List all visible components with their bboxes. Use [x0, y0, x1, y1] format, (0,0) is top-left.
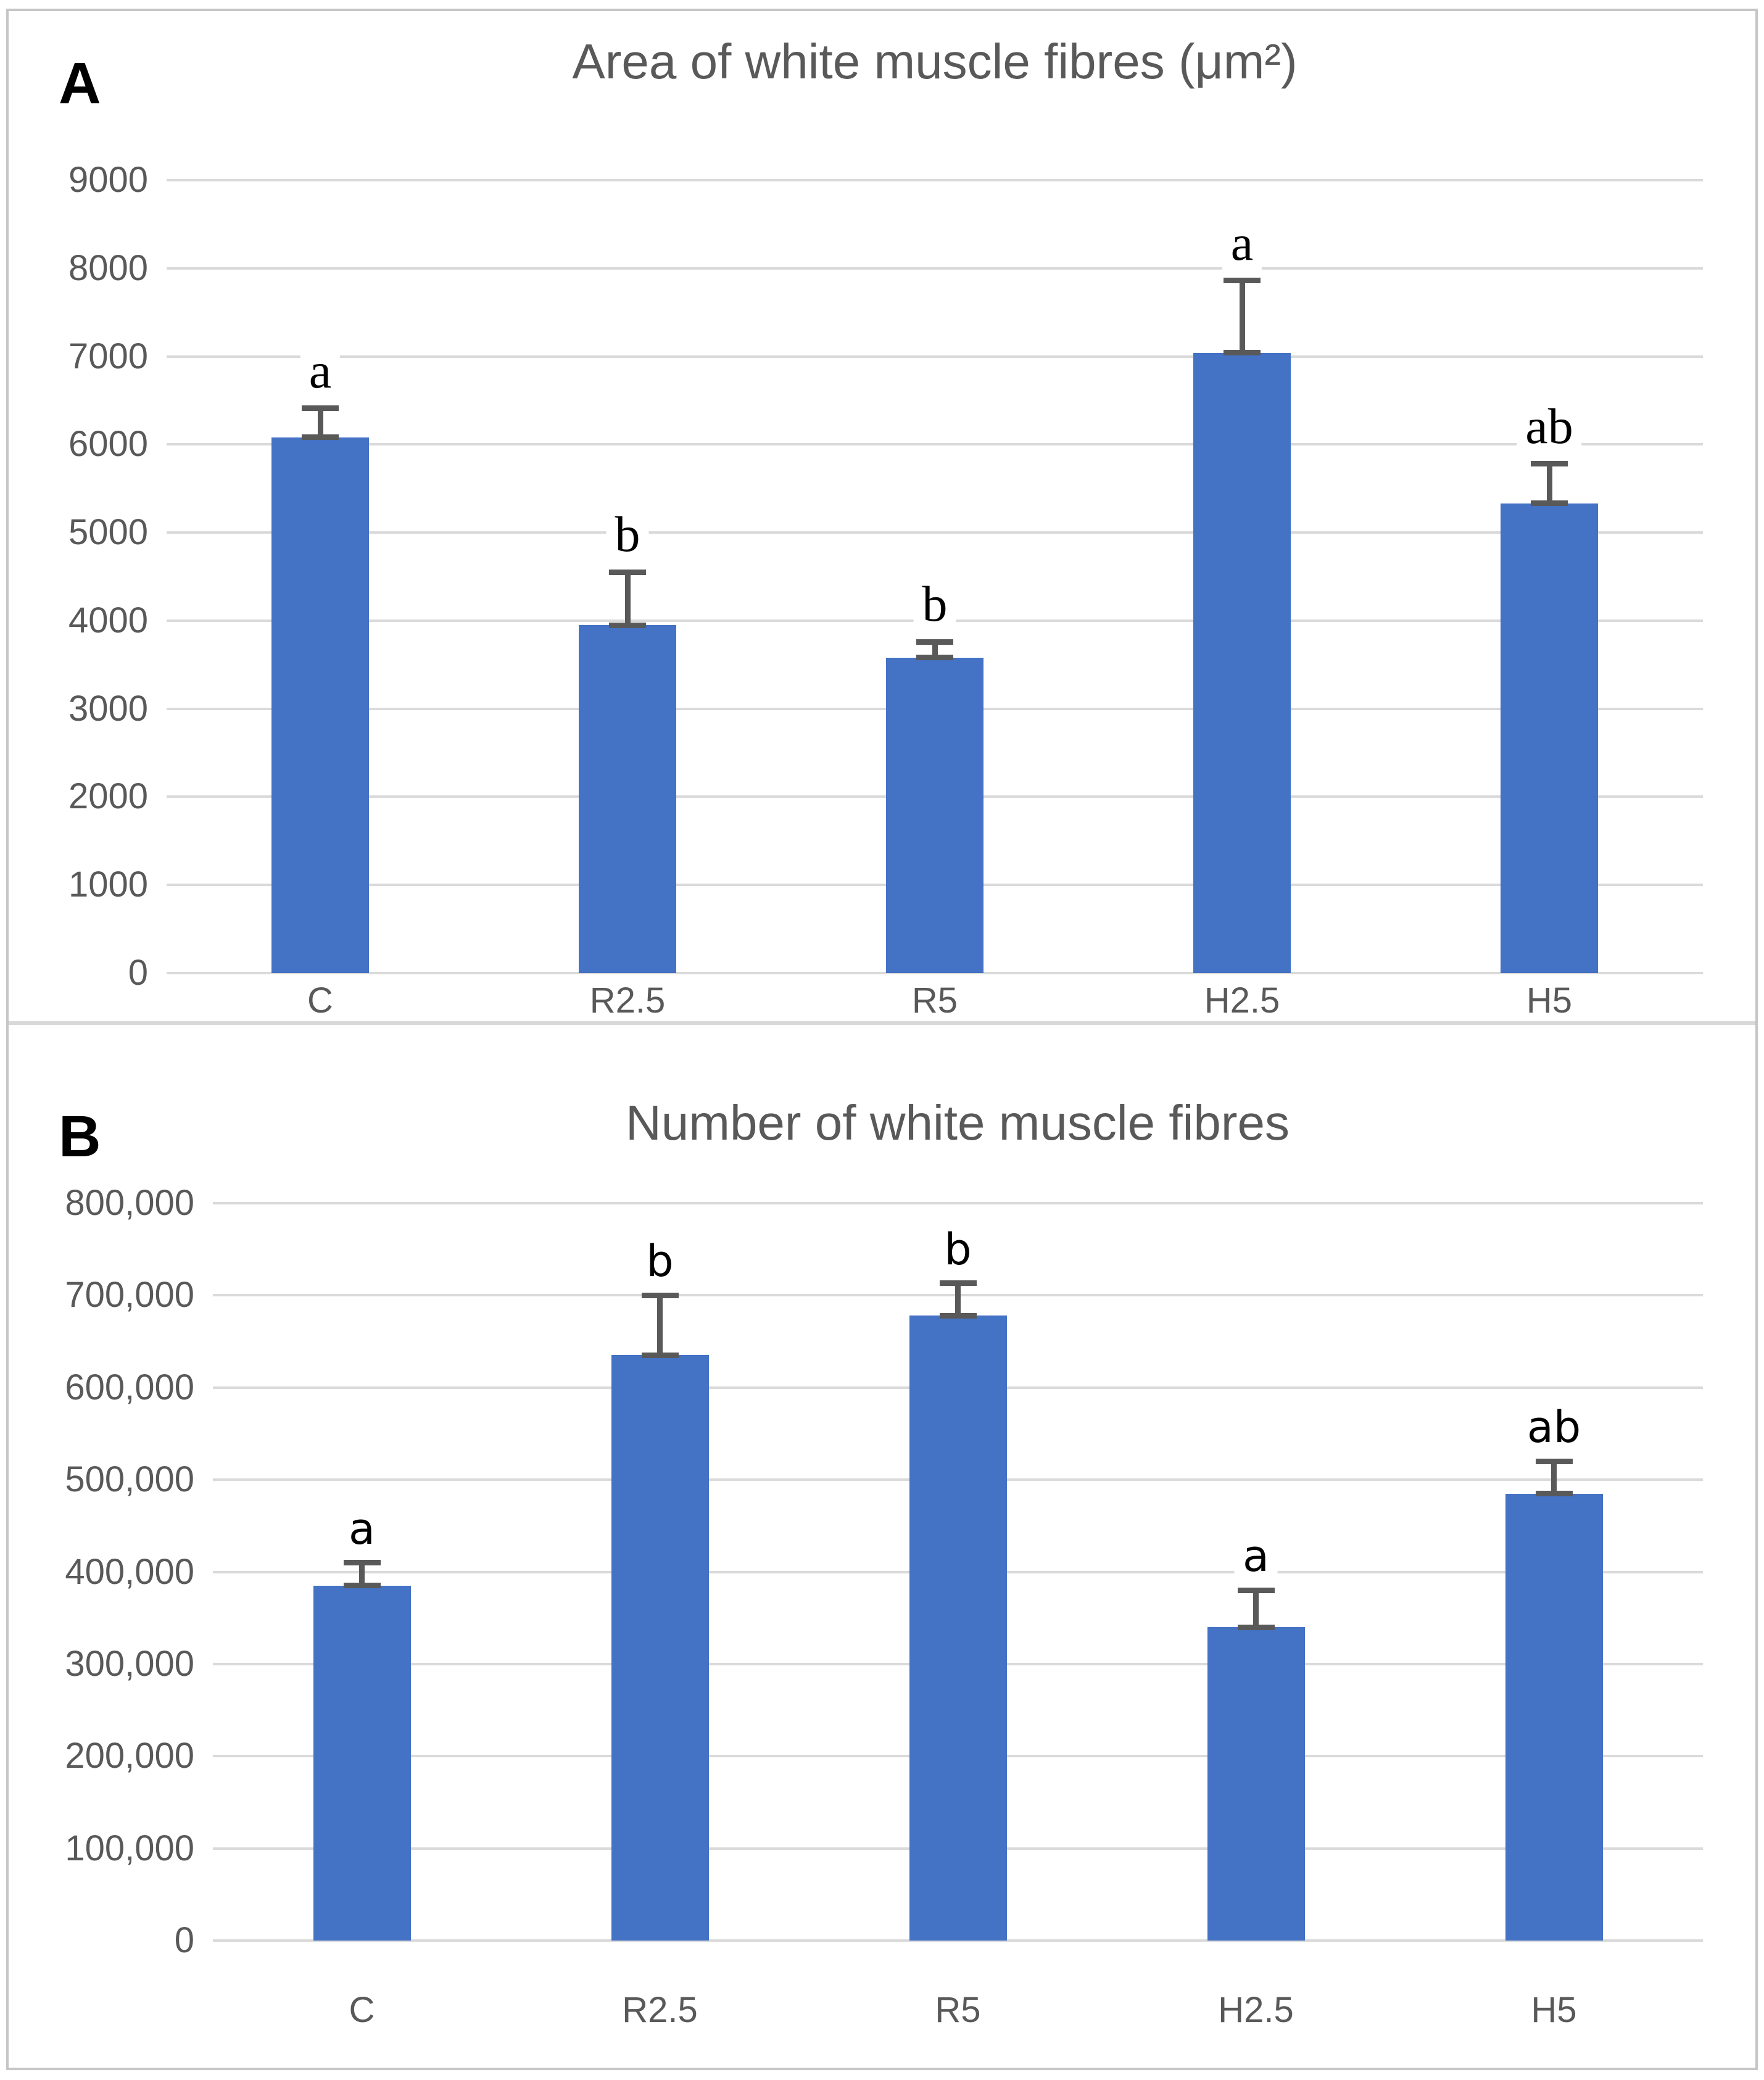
error-bar-stem-C — [359, 1562, 365, 1586]
y-axis-tick-label: 3000 — [68, 688, 148, 729]
significance-letter-R5: b — [935, 1226, 980, 1272]
error-bar-stem-R5 — [955, 1283, 961, 1316]
y-axis-tick-label: 400,000 — [65, 1551, 194, 1592]
gridline-800,000 — [213, 1202, 1703, 1204]
y-axis-tick-label: 800,000 — [65, 1183, 194, 1223]
y-axis-tick-label: 8000 — [68, 247, 148, 288]
error-bar-cap-bottom-R5 — [916, 655, 953, 661]
bar-R5 — [886, 657, 983, 973]
y-axis-tick-label: 300,000 — [65, 1643, 194, 1684]
y-axis-tick-label: 5000 — [68, 512, 148, 553]
error-bar-cap-top-R2.5 — [641, 1292, 679, 1298]
y-axis-tick-label: 7000 — [68, 336, 148, 376]
panel-b-label: B — [59, 1104, 101, 1169]
error-bar-cap-bottom-R5 — [939, 1312, 977, 1319]
x-axis-label-R5: R5 — [911, 980, 958, 1021]
error-bar-stem-H2.5 — [1239, 280, 1245, 353]
y-axis-tick-label: 1000 — [68, 864, 148, 905]
x-axis-label-H2.5: H2.5 — [1204, 980, 1280, 1021]
error-bar-cap-bottom-H5 — [1531, 500, 1568, 507]
significance-letter-R2.5: b — [637, 1238, 682, 1285]
error-bar-cap-bottom-R2.5 — [641, 1352, 679, 1358]
gridline-9000 — [167, 179, 1703, 181]
error-bar-cap-bottom-C — [302, 434, 339, 441]
significance-letter-C: a — [340, 1506, 384, 1552]
panel-divider — [9, 1021, 1755, 1025]
bar-R2.5 — [579, 625, 676, 973]
x-axis-label-R2.5: R2.5 — [589, 980, 666, 1021]
error-bar-cap-top-H5 — [1535, 1458, 1573, 1464]
significance-letter-H2.5: a — [1222, 216, 1262, 270]
panel-a-label: A — [59, 51, 101, 116]
error-bar-cap-top-H2.5 — [1224, 278, 1261, 284]
significance-letter-H2.5: a — [1234, 1533, 1278, 1580]
panel-a-title: Area of white muscle fibres (μm²) — [572, 34, 1298, 89]
error-bar-cap-top-H5 — [1531, 461, 1568, 467]
panel-b-title: Number of white muscle fibres — [626, 1095, 1290, 1150]
gridline-6000 — [167, 443, 1703, 446]
figure-border — [6, 9, 1758, 2070]
bar-C — [271, 437, 369, 973]
significance-letter-H5: ab — [1517, 399, 1582, 453]
error-bar-stem-R2.5 — [624, 572, 631, 626]
y-axis-tick-label: 9000 — [68, 160, 148, 200]
error-bar-cap-bottom-H2.5 — [1224, 350, 1261, 356]
error-bar-stem-H2.5 — [1253, 1590, 1259, 1628]
bar-H5 — [1505, 1493, 1603, 1941]
error-bar-stem-R2.5 — [657, 1295, 663, 1356]
x-axis-label-C: C — [349, 1990, 375, 2030]
gridline-5000 — [167, 531, 1703, 534]
error-bar-cap-top-C — [343, 1560, 381, 1566]
error-bar-cap-top-R5 — [916, 639, 953, 645]
error-bar-cap-top-H2.5 — [1237, 1587, 1275, 1593]
y-axis-tick-label: 200,000 — [65, 1736, 194, 1776]
bar-R5 — [909, 1316, 1007, 1941]
x-axis-label-R2.5: R2.5 — [622, 1990, 698, 2030]
error-bar-cap-bottom-H5 — [1535, 1491, 1573, 1497]
y-axis-tick-label: 6000 — [68, 424, 148, 465]
error-bar-cap-bottom-C — [343, 1583, 381, 1589]
y-axis-tick-label: 4000 — [68, 600, 148, 640]
error-bar-cap-top-R2.5 — [609, 569, 646, 575]
bar-R2.5 — [611, 1355, 709, 1941]
error-bar-stem-R5 — [932, 642, 938, 658]
y-axis-tick-label: 700,000 — [65, 1275, 194, 1316]
y-axis-tick-label: 600,000 — [65, 1367, 194, 1407]
gridline-0 — [167, 972, 1703, 974]
x-axis-label-H2.5: H2.5 — [1218, 1990, 1294, 2030]
x-axis-label-C: C — [307, 980, 333, 1021]
significance-letter-H5: ab — [1518, 1404, 1590, 1451]
bar-H2.5 — [1207, 1627, 1305, 1941]
error-bar-stem-H5 — [1546, 463, 1552, 503]
significance-letter-R2.5: b — [606, 508, 649, 561]
y-axis-tick-label: 2000 — [68, 776, 148, 817]
gridline-7000 — [167, 355, 1703, 358]
x-axis-label-H5: H5 — [1531, 1990, 1577, 2030]
bar-C — [313, 1585, 411, 1941]
error-bar-stem-H5 — [1551, 1461, 1557, 1494]
significance-letter-R5: b — [913, 578, 956, 631]
y-axis-tick-label: 0 — [128, 953, 148, 993]
y-axis-tick-label: 100,000 — [65, 1828, 194, 1868]
bar-H5 — [1501, 503, 1598, 973]
significance-letter-C: a — [300, 344, 341, 397]
gridline-0 — [213, 1939, 1703, 1942]
error-bar-stem-C — [317, 408, 323, 437]
x-axis-label-H5: H5 — [1526, 980, 1573, 1021]
error-bar-cap-top-C — [302, 405, 339, 412]
gridline-8000 — [167, 267, 1703, 270]
x-axis-label-R5: R5 — [935, 1990, 981, 2030]
y-axis-tick-label: 500,000 — [65, 1459, 194, 1500]
error-bar-cap-top-R5 — [939, 1280, 977, 1287]
bar-H2.5 — [1193, 352, 1291, 973]
error-bar-cap-bottom-R2.5 — [609, 622, 646, 628]
error-bar-cap-bottom-H2.5 — [1237, 1624, 1275, 1630]
y-axis-tick-label: 0 — [174, 1920, 194, 1960]
